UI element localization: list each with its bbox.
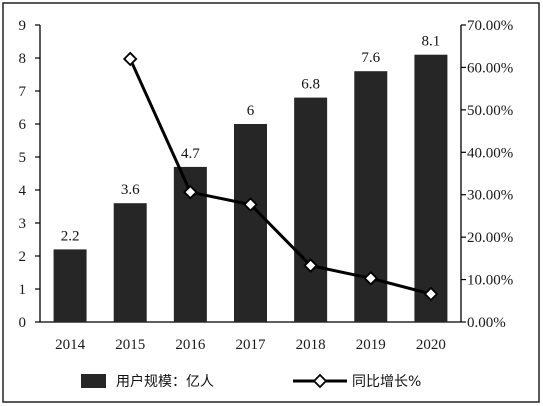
left-tick-label: 6 <box>19 117 27 133</box>
growth-point-marker <box>303 258 318 273</box>
right-tick-label: 40.00% <box>467 145 513 161</box>
growth-point-marker <box>243 197 258 212</box>
left-tick-label: 0 <box>19 315 27 331</box>
bar <box>113 203 147 322</box>
right-tick-label: 70.00% <box>467 18 513 34</box>
bar-value-label: 7.6 <box>361 50 380 66</box>
x-tick-label: 2019 <box>356 337 386 353</box>
axes: 0 1 2 3 4 5 6 7 8 9 0.00% 10.00% 20.00% 30.00% 40.00% 5… <box>19 18 514 353</box>
bar-value-label: 6.8 <box>301 77 320 93</box>
left-tick-label: 5 <box>19 150 27 166</box>
x-tick-label: 2018 <box>296 337 326 353</box>
outer-border <box>2 2 540 403</box>
x-tick-label: 2015 <box>115 337 145 353</box>
left-tick-label: 2 <box>19 249 27 265</box>
right-tick-label: 20.00% <box>467 230 513 246</box>
bars: 2.2 3.6 4.7 6 6.8 7.6 8.1 <box>53 34 448 322</box>
growth-point-marker <box>423 286 439 302</box>
right-tick-label: 30.00% <box>467 188 513 204</box>
left-tick-label: 8 <box>19 51 27 67</box>
x-tick-label: 2016 <box>175 337 206 353</box>
right-tick-label: 0.00% <box>467 315 506 331</box>
legend-diamond-marker <box>312 373 328 389</box>
x-tick-label: 2014 <box>55 337 86 353</box>
bar-value-label: 2.2 <box>61 228 80 244</box>
left-tick-label: 4 <box>19 183 27 199</box>
growth-line <box>122 51 439 302</box>
growth-point-marker <box>363 271 379 286</box>
growth-line-path <box>128 58 432 296</box>
bar <box>234 124 267 322</box>
growth-point-marker <box>122 51 138 67</box>
bar <box>414 54 448 322</box>
legend: 用户规模：亿人 同比增长% <box>81 373 421 390</box>
right-tick-label: 50.00% <box>467 103 513 119</box>
left-tick-label: 9 <box>19 18 27 34</box>
bar-value-label: 4.7 <box>181 146 200 162</box>
x-tick-label: 2020 <box>416 337 446 353</box>
right-tick-label: 10.00% <box>467 273 513 289</box>
left-tick-label: 7 <box>19 84 27 100</box>
bar-value-label: 3.6 <box>121 182 140 198</box>
left-tick-label: 3 <box>19 216 27 232</box>
bar-value-label: 6 <box>247 103 255 119</box>
legend-bar-swatch <box>81 374 106 388</box>
bar-value-label: 8.1 <box>422 34 441 50</box>
bar <box>294 97 328 322</box>
right-tick-label: 60.00% <box>467 60 513 76</box>
x-tick-label: 2017 <box>236 337 267 353</box>
growth-point-marker <box>183 184 198 200</box>
left-tick-label: 1 <box>19 282 27 298</box>
bar <box>53 249 87 322</box>
legend-label-line: 同比增长% <box>352 374 421 390</box>
legend-label-bars: 用户规模：亿人 <box>116 373 214 390</box>
